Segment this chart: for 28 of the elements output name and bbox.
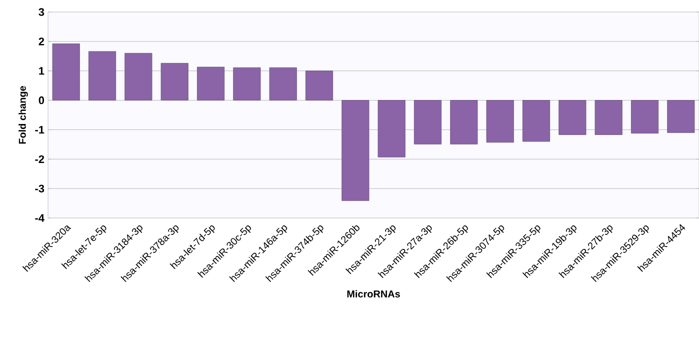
bar (160, 63, 188, 100)
y-axis-title: Fold change (18, 86, 28, 144)
y-tick-label: 3 (38, 8, 44, 16)
bar (378, 100, 406, 158)
bar (124, 53, 152, 100)
bar (486, 100, 514, 143)
y-tick-label: 0 (38, 96, 44, 104)
bar (269, 67, 297, 100)
bar (414, 100, 442, 144)
y-tick-label: 2 (38, 38, 44, 46)
y-tick-label: 1 (39, 67, 44, 75)
bar (342, 100, 370, 201)
y-tick-label: -2 (35, 155, 44, 163)
bar (667, 100, 695, 133)
bar (558, 100, 586, 135)
y-tick-label: -3 (35, 184, 44, 192)
bar (594, 100, 622, 135)
bar (522, 100, 550, 142)
bar (233, 67, 261, 100)
bar (450, 100, 478, 144)
bar (630, 100, 659, 134)
x-axis-title: MicroRNAs (347, 290, 400, 298)
y-tick-label: -1 (35, 126, 44, 134)
bar (52, 44, 80, 100)
y-tick-label: -4 (35, 214, 44, 222)
bar (305, 70, 334, 100)
bar (88, 51, 116, 100)
bar (196, 66, 225, 100)
